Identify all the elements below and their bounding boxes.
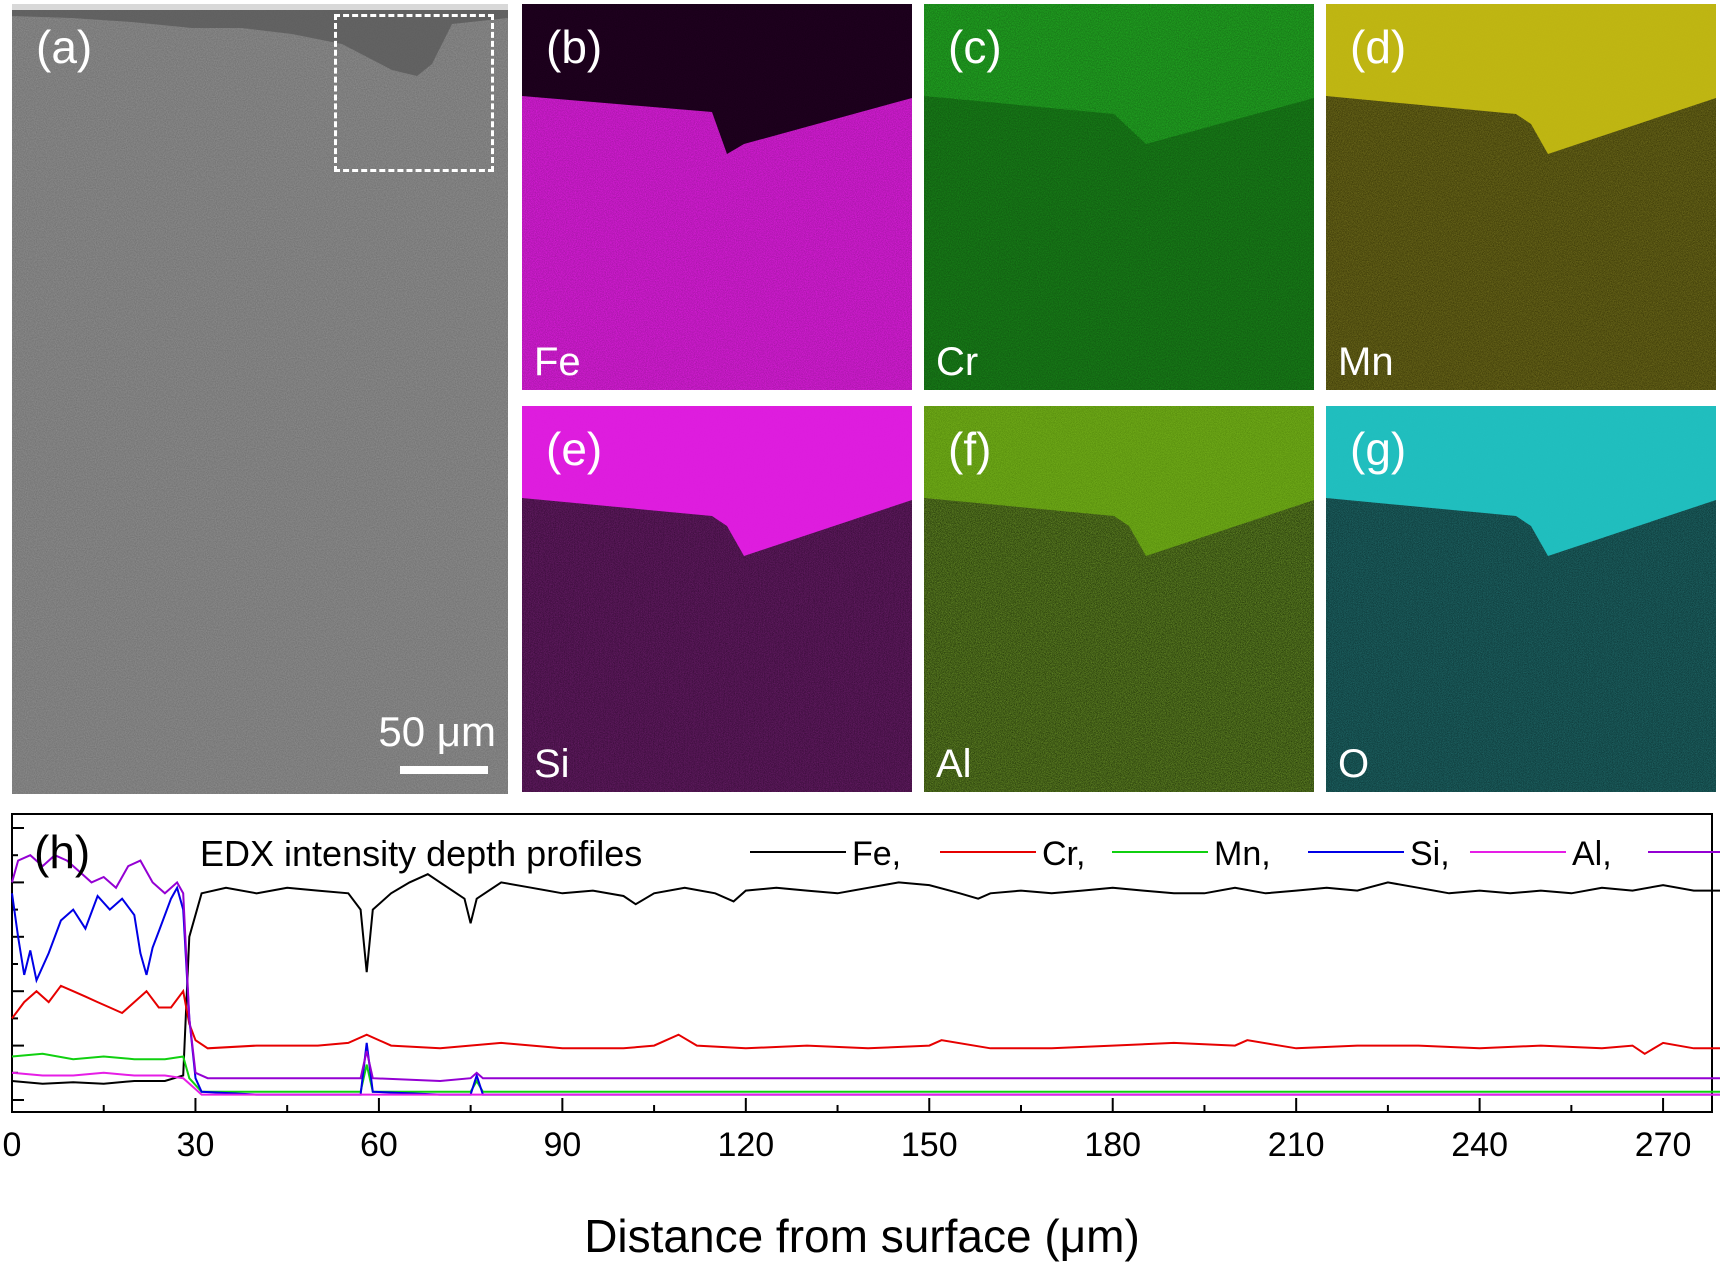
x-tick-label: 270	[1635, 1126, 1692, 1164]
x-axis-label: Distance from surface (μm)	[584, 1210, 1140, 1262]
element-label-mn: Mn	[1338, 340, 1394, 384]
x-axis-ticks: 0 30 60 90 120 150 180 210 240 270	[3, 1098, 1692, 1164]
chart-title: EDX intensity depth profiles	[200, 833, 642, 874]
edx-map-al: (f) Al	[924, 406, 1314, 792]
series-line-si	[11, 885, 1720, 1096]
panel-label-f: (f)	[948, 423, 992, 475]
element-label-o: O	[1338, 742, 1370, 786]
series-line-fe	[11, 873, 1720, 1085]
x-tick-label: 60	[360, 1126, 398, 1164]
panel-label-b: (b)	[546, 21, 603, 73]
edx-map-fe: (b) Fe	[522, 4, 912, 390]
element-label-fe: Fe	[534, 340, 581, 384]
scale-bar	[400, 766, 488, 774]
legend-entry: Si,	[1410, 835, 1450, 873]
x-tick-label: 210	[1268, 1126, 1325, 1164]
o-distribution-image	[1326, 406, 1716, 792]
si-distribution-image	[522, 406, 912, 792]
edx-map-mn: (d) Mn	[1326, 4, 1716, 390]
series-line-al	[11, 1071, 1720, 1096]
sem-micrograph-image	[12, 4, 508, 794]
panel-label-g: (g)	[1350, 423, 1407, 475]
x-tick-label: 240	[1451, 1126, 1508, 1164]
edx-map-o: (g) O	[1326, 406, 1716, 792]
legend-entry: Fe,	[852, 835, 901, 873]
series-lines	[11, 854, 1720, 1096]
x-tick-label: 150	[901, 1126, 958, 1164]
series-line-o	[11, 854, 1720, 1083]
x-tick-label: 180	[1084, 1126, 1141, 1164]
scale-bar-label: 50 μm	[378, 708, 496, 755]
panel-label-a: (a)	[36, 21, 93, 73]
x-tick-label: 90	[543, 1126, 581, 1164]
fe-distribution-image	[522, 4, 912, 390]
series-line-cr	[11, 984, 1720, 1055]
panel-label-c: (c)	[948, 21, 1002, 73]
region-of-interest-box	[334, 14, 494, 172]
al-distribution-image	[924, 406, 1314, 792]
element-label-al: Al	[936, 742, 972, 786]
legend-entry: Mn,	[1214, 835, 1271, 873]
edx-map-si: (e) Si	[522, 406, 912, 792]
edx-depth-profile-chart: 0 30 60 90 120 150 180 210 240 270 (h) EDX intens…	[0, 800, 1720, 1267]
legend-entry: Al,	[1572, 835, 1612, 873]
sem-micrograph-panel: (a) 50 μm	[12, 4, 508, 794]
mn-distribution-image	[1326, 4, 1716, 390]
x-tick-label: 30	[177, 1126, 215, 1164]
edx-map-cr: (c) Cr	[924, 4, 1314, 390]
series-line-mn	[11, 1052, 1720, 1093]
chart-legend: Fe,Cr,Mn,Si,Al,O	[750, 835, 1720, 873]
element-label-si: Si	[534, 742, 570, 786]
element-label-cr: Cr	[936, 340, 979, 384]
cr-distribution-image	[924, 4, 1314, 390]
x-tick-label: 0	[3, 1126, 22, 1164]
x-tick-label: 120	[717, 1126, 774, 1164]
panel-label-e: (e)	[546, 423, 603, 475]
chart-panel-label: (h)	[34, 826, 90, 878]
panel-label-d: (d)	[1350, 21, 1407, 73]
chart-svg: 0 30 60 90 120 150 180 210 240 270 (h) EDX intens…	[3, 813, 1720, 1262]
legend-entry: Cr,	[1042, 835, 1085, 873]
